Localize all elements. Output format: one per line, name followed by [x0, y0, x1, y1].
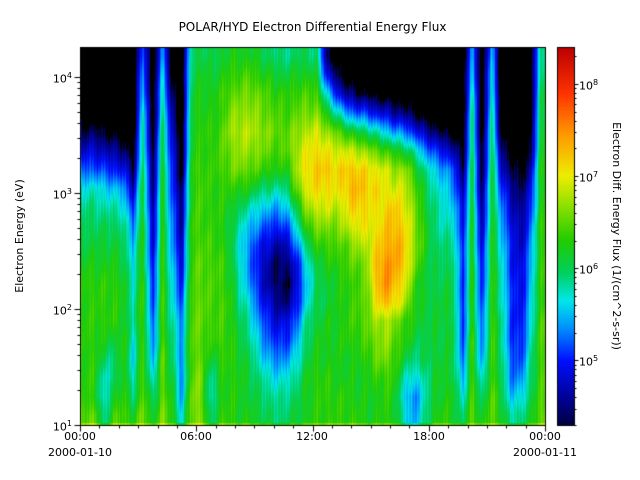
x-tick-label: 06:00	[180, 430, 212, 443]
x-tick-label: 00:00	[64, 430, 96, 443]
colorbar-tick-exp: 8	[593, 78, 599, 87]
y-axis-label: Electron Energy (eV)	[13, 179, 26, 293]
colorbar-tick-base: 10	[579, 79, 593, 93]
colorbar-tick-exp: 6	[593, 262, 599, 271]
x-axis-date-end: 2000-01-11	[513, 446, 577, 459]
colorbar-tick-label: 106	[579, 260, 598, 278]
y-tick-label: 103	[30, 185, 72, 203]
y-tick-exp: 3	[66, 187, 72, 196]
y-tick-base: 10	[52, 188, 67, 202]
colorbar-label: Electron Diff. Energy Flux (1/(cm^2-s-sr…	[610, 122, 623, 350]
y-tick-label: 101	[30, 417, 72, 435]
y-tick-base: 10	[52, 420, 67, 434]
x-tick-label: 12:00	[296, 430, 328, 443]
colorbar-tick-label: 105	[579, 352, 598, 370]
colorbar-tick-label: 108	[579, 76, 598, 94]
y-tick-base: 10	[52, 304, 67, 318]
y-tick-exp: 2	[66, 303, 72, 312]
colorbar-tick-base: 10	[579, 355, 593, 369]
y-tick-exp: 4	[66, 71, 72, 80]
x-axis-date-start: 2000-01-10	[48, 446, 112, 459]
chart-title: POLAR/HYD Electron Differential Energy F…	[178, 20, 447, 34]
x-tick-label: 00:00	[529, 430, 561, 443]
colorbar-tick-label: 107	[579, 168, 598, 186]
x-tick-label: 18:00	[413, 430, 445, 443]
colorbar-tick-base: 10	[579, 171, 593, 185]
y-tick-label: 102	[30, 301, 72, 319]
colorbar-tick-base: 10	[579, 263, 593, 277]
colorbar-tick-exp: 5	[593, 354, 599, 363]
y-tick-exp: 1	[66, 419, 72, 428]
y-tick-base: 10	[52, 72, 67, 86]
y-tick-label: 104	[30, 69, 72, 87]
colorbar-tick-exp: 7	[593, 170, 599, 179]
